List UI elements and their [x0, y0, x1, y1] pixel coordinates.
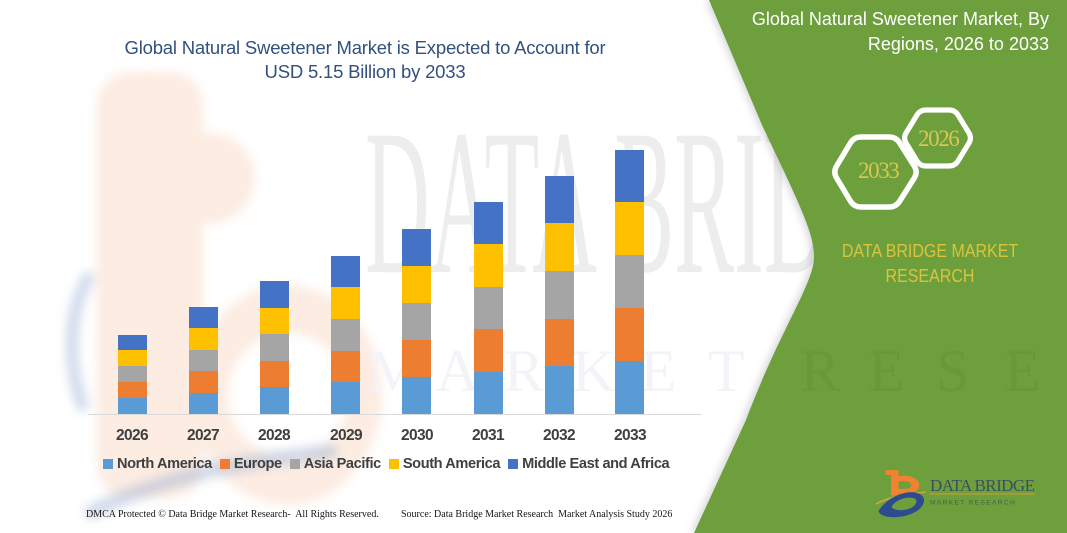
- svg-text:DATA BRIDGE: DATA BRIDGE: [930, 476, 1035, 495]
- svg-text:MARKET RESEARCH: MARKET RESEARCH: [930, 500, 1016, 507]
